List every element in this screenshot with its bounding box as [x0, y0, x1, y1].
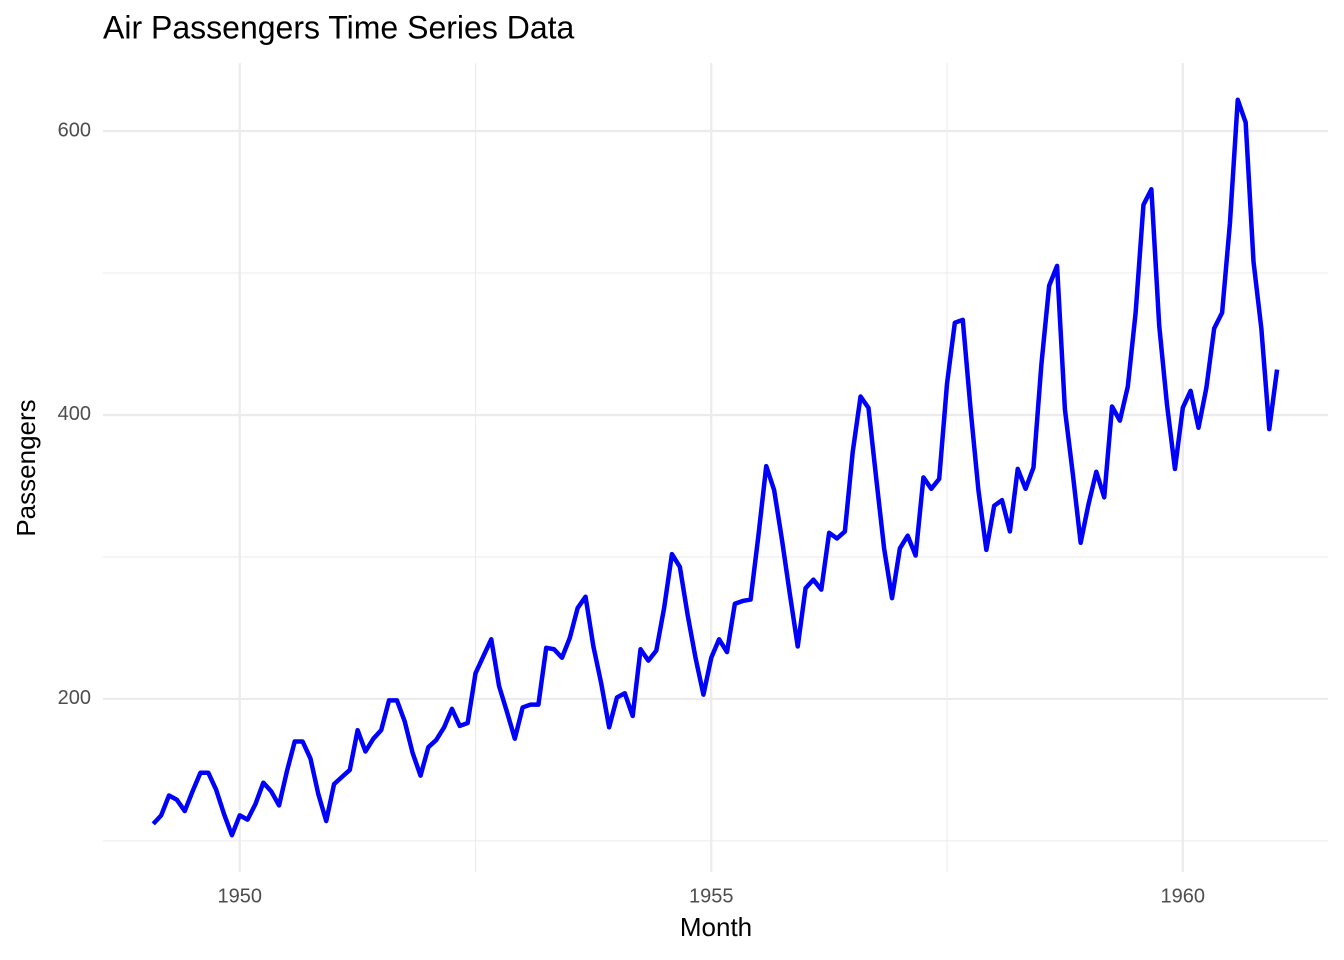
x-axis-title: Month [680, 912, 752, 942]
y-tick-label: 200 [58, 687, 91, 709]
y-tick-label: 400 [58, 403, 91, 425]
x-tick-label: 1950 [217, 885, 262, 907]
y-axis-title: Passengers [11, 399, 41, 536]
x-tick-label: 1960 [1161, 885, 1206, 907]
y-tick-label: 600 [58, 119, 91, 141]
chart-title: Air Passengers Time Series Data [103, 9, 575, 45]
data-line [151, 97, 1280, 838]
x-tick-label: 1955 [689, 885, 734, 907]
